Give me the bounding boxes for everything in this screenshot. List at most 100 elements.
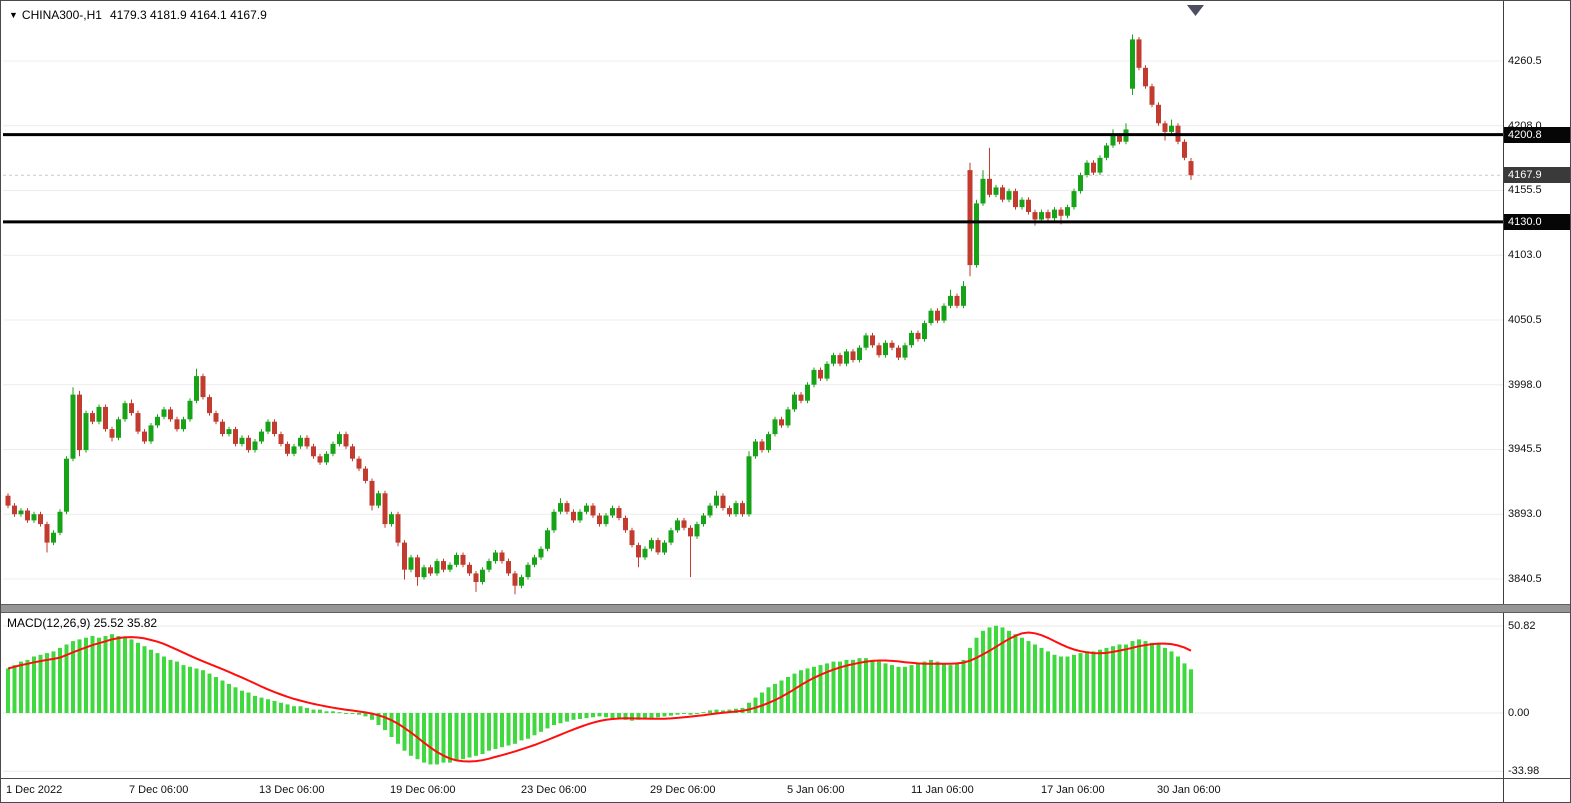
candle-body [902, 345, 908, 358]
candle-body [1039, 212, 1044, 220]
macd-histogram-bar [1143, 641, 1148, 713]
macd-axis-tick: 50.82 [1508, 619, 1536, 632]
macd-histogram-bar [175, 661, 179, 713]
candle-body [649, 540, 654, 549]
time-axis-tick: 29 Dec 06:00 [650, 784, 716, 796]
macd-histogram-bar [448, 713, 452, 763]
candle-body [610, 508, 615, 516]
macd-histogram-bar [1130, 641, 1135, 713]
candle-body [350, 446, 355, 459]
macd-histogram-bar [610, 713, 615, 719]
macd-histogram-bar [1059, 656, 1063, 713]
candle-body [642, 548, 648, 558]
macd-histogram-bar [32, 656, 36, 713]
candle-body [447, 564, 453, 570]
candle-body [109, 429, 115, 438]
macd-histogram-bar [45, 653, 49, 713]
candle-body [174, 419, 180, 430]
macd-histogram-bar [701, 712, 706, 714]
candle-body [194, 376, 199, 401]
candle-body [1045, 212, 1051, 219]
macd-histogram-bar [461, 713, 465, 760]
candle-body [213, 413, 219, 422]
macd-histogram-bar [864, 658, 868, 713]
macd-histogram-bar [1182, 663, 1187, 713]
candle-body [480, 569, 485, 582]
panel-separator[interactable] [1, 604, 1570, 613]
candle-body [181, 419, 186, 430]
candle-body [70, 394, 76, 459]
candle-body [467, 564, 472, 574]
candle-body [1156, 104, 1161, 124]
macd-histogram-bar [142, 646, 147, 713]
macd-histogram-bar [168, 659, 173, 713]
candle-body [304, 437, 310, 447]
macd-histogram-bar [792, 673, 797, 713]
candle-body [291, 446, 297, 454]
macd-histogram-bar [123, 637, 127, 713]
macd-histogram-bar [903, 666, 907, 713]
symbol-dropdown-icon[interactable]: ▼ [9, 10, 18, 20]
candle-body [980, 178, 986, 204]
candle-body [753, 441, 758, 457]
candle-body [12, 505, 17, 515]
candle-body [603, 515, 609, 525]
candle-body [1032, 212, 1038, 220]
time-axis-tick: 23 Dec 06:00 [521, 784, 587, 796]
candle-body [1110, 135, 1116, 146]
candle-body [740, 503, 745, 515]
candle-body [499, 552, 505, 562]
candle-body [395, 514, 401, 543]
time-axis[interactable]: 1 Dec 2022 7 Dec 06:00 13 Dec 06:00 19 Dec … [1, 778, 1570, 802]
candle-body [831, 355, 836, 364]
candle-body [584, 505, 589, 512]
macd-histogram-bar [675, 713, 680, 715]
macd-histogram-bar [207, 673, 212, 713]
macd-histogram-bar [84, 637, 88, 713]
macd-histogram-bar [974, 637, 979, 713]
macd-histogram-bar [760, 692, 764, 713]
price-axis[interactable]: 4260.54208.04155.54103.04050.53998.03945… [1503, 1, 1570, 802]
candle-body [428, 567, 433, 574]
macd-histogram-bar [883, 663, 888, 713]
candle-body [1188, 161, 1194, 176]
macd-histogram-bar [370, 713, 374, 720]
macd-histogram-bar [714, 709, 719, 713]
macd-histogram-bar [110, 634, 114, 713]
price-axis-tick: 3840.5 [1508, 572, 1542, 585]
macd-histogram-bar [90, 636, 95, 713]
candle-body [1078, 175, 1083, 192]
macd-histogram-bar [272, 701, 277, 713]
candle-body [746, 456, 752, 515]
candle-body [961, 286, 966, 306]
macd-histogram-bar [350, 713, 355, 714]
candle-body [278, 434, 284, 444]
macd-histogram-bar [604, 713, 608, 718]
macd-histogram-bar [688, 713, 693, 715]
macd-histogram-bar [311, 709, 316, 713]
macd-histogram-bar [383, 713, 387, 731]
price-axis-tick: 3945.5 [1508, 443, 1542, 456]
macd-histogram-bar [402, 713, 407, 751]
candle-body [421, 567, 427, 578]
macd-histogram-bar [968, 647, 972, 713]
macd-histogram-bar [838, 661, 842, 713]
macd-histogram-bar [942, 663, 946, 713]
macd-histogram-bar [831, 661, 836, 713]
candle-body [987, 178, 992, 195]
macd-histogram-bar [747, 702, 751, 713]
macd-histogram-bar [844, 659, 849, 713]
candle-body [1019, 199, 1025, 208]
macd-histogram-bar [155, 653, 160, 713]
candle-body [1006, 191, 1012, 200]
macd-signal-line [7, 631, 1192, 763]
candle-body [415, 557, 420, 578]
macd-histogram-bar [285, 704, 290, 713]
candle-body [915, 332, 921, 340]
candle-body [954, 295, 960, 306]
candle-body [38, 514, 43, 525]
macd-histogram-bar [376, 713, 381, 725]
macd-histogram-bar [955, 663, 959, 713]
time-axis-tick: 1 Dec 2022 [6, 784, 63, 796]
